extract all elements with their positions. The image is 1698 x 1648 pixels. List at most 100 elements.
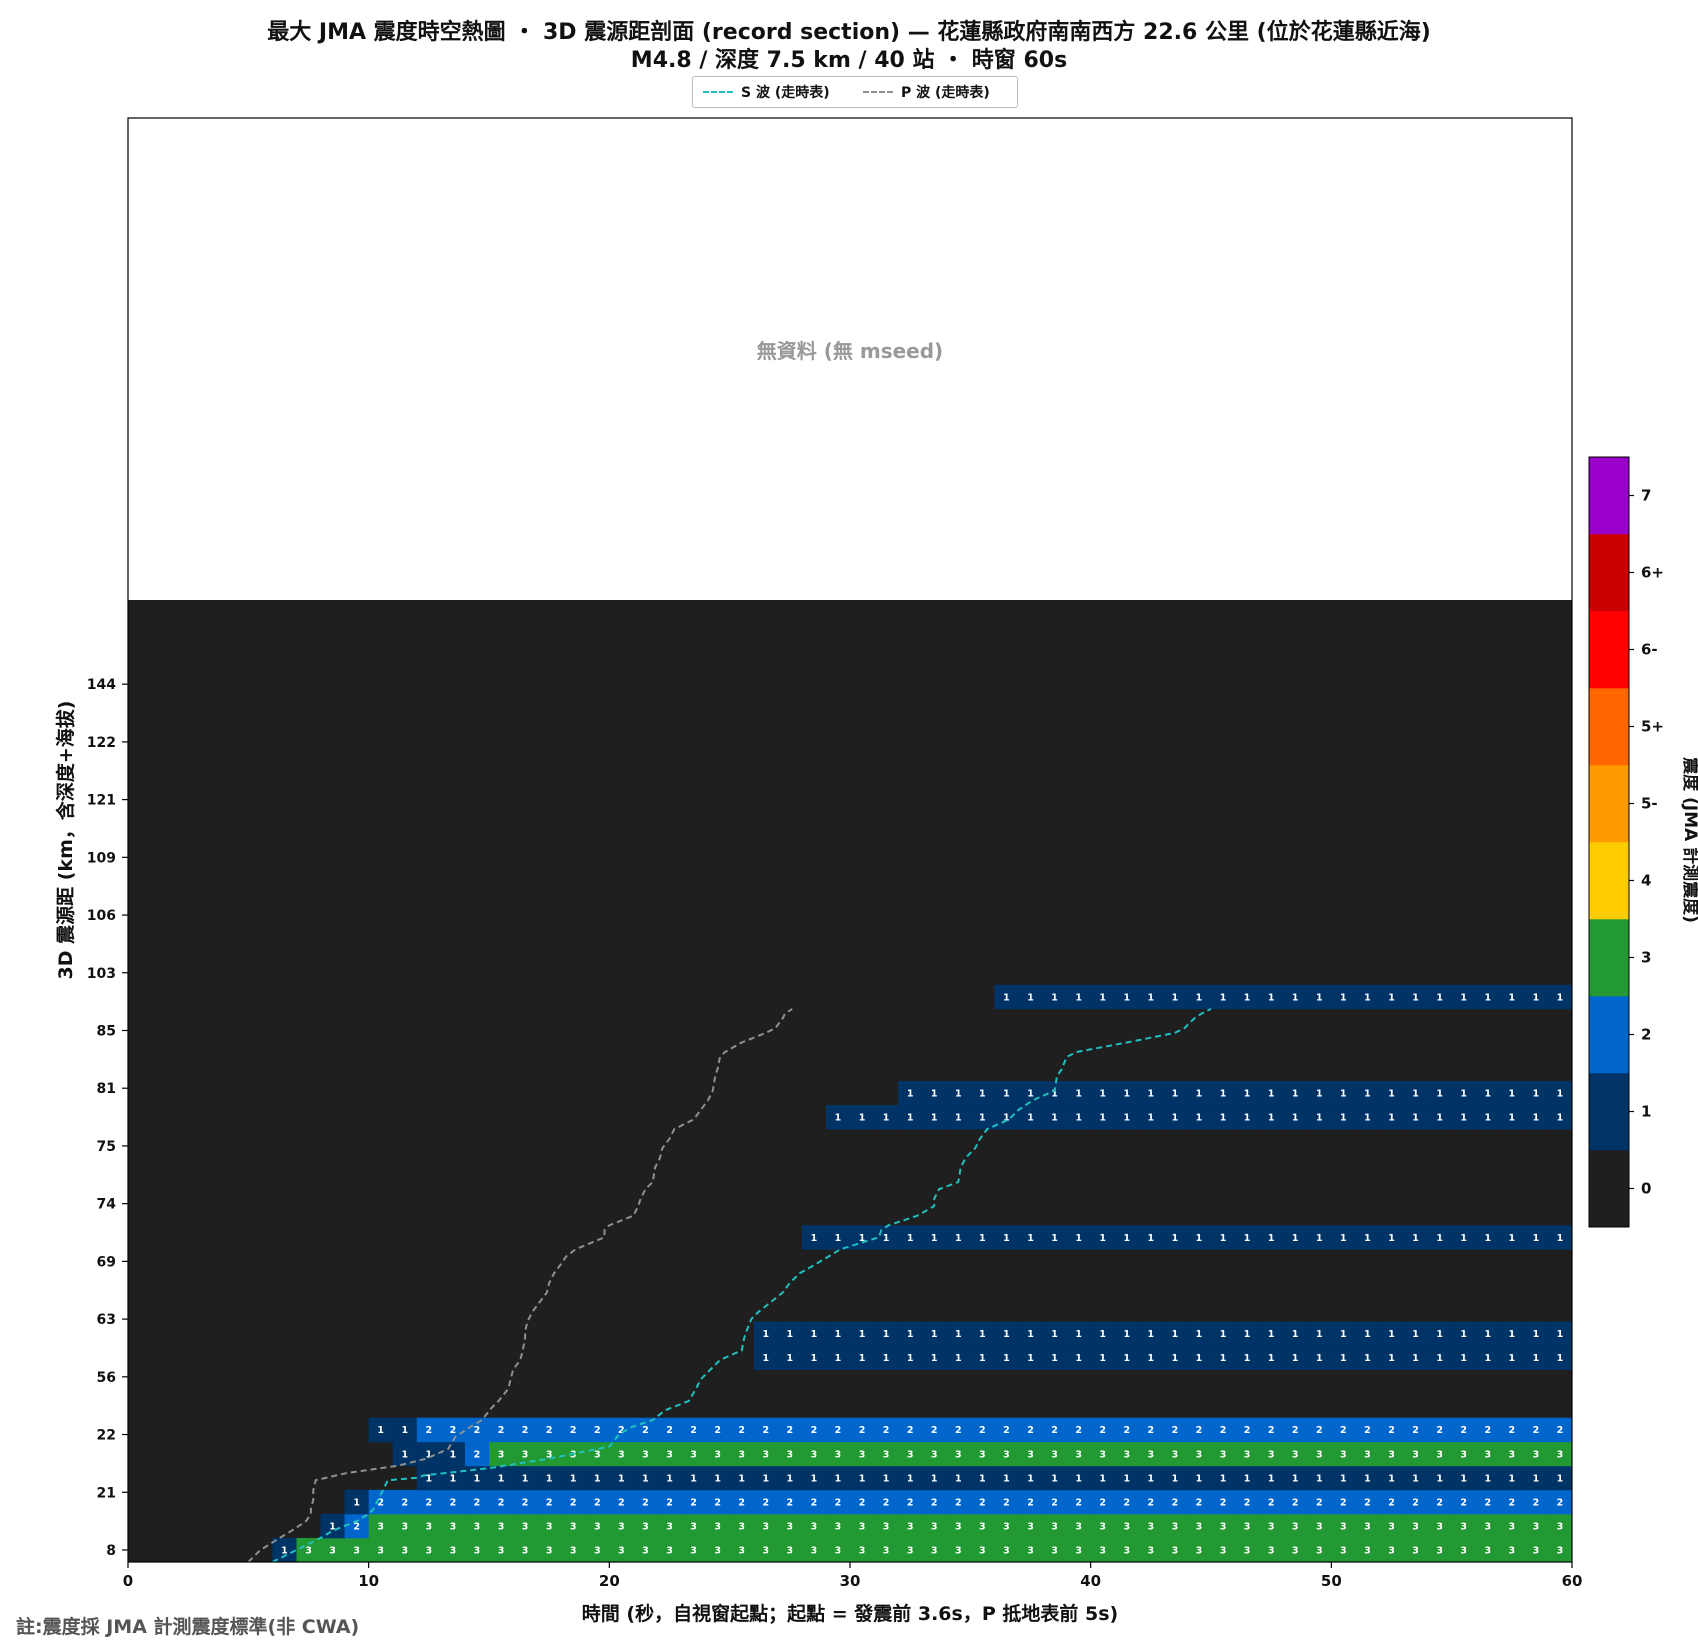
- heatmap-cell: [1523, 1081, 1549, 1106]
- cell-value-label: 1: [955, 1353, 962, 1364]
- cell-value-label: 1: [401, 1425, 408, 1436]
- heatmap-cell: [1018, 1321, 1043, 1346]
- heatmap-cell: [1090, 1081, 1116, 1106]
- colorbar-segment: [1589, 919, 1629, 997]
- cell-value-label: 3: [1148, 1545, 1155, 1556]
- cell-value-label: 1: [1533, 1113, 1540, 1124]
- heatmap-cell: [657, 1417, 682, 1443]
- heatmap-cell: [1523, 1417, 1549, 1443]
- heatmap-cell: [825, 1489, 851, 1515]
- cell-value-label: 1: [1220, 1233, 1227, 1244]
- cell-value-label: 1: [1244, 1473, 1251, 1484]
- cell-value-label: 1: [1220, 1353, 1227, 1364]
- heatmap-cell: [1523, 1489, 1549, 1515]
- cell-value-label: 1: [1436, 1353, 1443, 1364]
- heatmap-cell: [1114, 1417, 1140, 1443]
- cell-value-label: 2: [1292, 1497, 1299, 1508]
- cell-value-label: 2: [811, 1425, 818, 1436]
- cell-value-label: 1: [1148, 992, 1155, 1003]
- heatmap-cell: [1018, 1441, 1043, 1467]
- cell-value-label: 2: [955, 1425, 962, 1436]
- cell-value-label: 1: [835, 1473, 842, 1484]
- cell-value-label: 1: [907, 1233, 914, 1244]
- heatmap-cell: [946, 1441, 971, 1467]
- heatmap-cell: [1355, 1537, 1380, 1563]
- cell-value-label: 1: [401, 1449, 408, 1460]
- colorbar-tick-label: 1: [1641, 1103, 1651, 1121]
- cell-value-label: 3: [666, 1545, 673, 1556]
- heatmap-cell: [681, 1465, 706, 1491]
- heatmap-cell: [1066, 1537, 1092, 1563]
- heatmap-cell: [1499, 1345, 1525, 1370]
- y-tick-label: 56: [97, 1370, 116, 1386]
- heatmap-cell: [1186, 1321, 1212, 1346]
- heatmap-cell: [1259, 1417, 1284, 1443]
- heatmap-cell: [970, 1345, 995, 1370]
- cell-value-label: 1: [811, 1353, 818, 1364]
- cell-value-label: 1: [1436, 992, 1443, 1003]
- heatmap-cell: [1427, 984, 1453, 1010]
- cell-value-label: 1: [931, 1353, 938, 1364]
- heatmap-cell: [922, 1345, 947, 1370]
- cell-value-label: 2: [835, 1425, 842, 1436]
- cell-value-label: 1: [979, 1089, 986, 1100]
- heatmap-cell: [1018, 1345, 1043, 1370]
- heatmap-cell: [1042, 984, 1067, 1010]
- cell-value-label: 3: [1292, 1449, 1299, 1460]
- cell-value-label: 3: [594, 1545, 601, 1556]
- heatmap-cell: [850, 1417, 875, 1443]
- heatmap-cell: [1066, 1489, 1092, 1515]
- colorbar-segment: [1589, 611, 1629, 689]
- cell-value-label: 1: [955, 1473, 962, 1484]
- heatmap-cell: [1211, 1417, 1236, 1443]
- heatmap-cell: [561, 1537, 586, 1563]
- heatmap-cell: [1259, 1489, 1284, 1515]
- heatmap-cell: [1523, 1465, 1549, 1491]
- y-tick-label: 85: [97, 1023, 116, 1039]
- cell-value-label: 2: [1003, 1497, 1010, 1508]
- y-tick-label: 81: [97, 1081, 116, 1097]
- cell-value-label: 2: [907, 1497, 914, 1508]
- heatmap-cell: [1475, 1465, 1501, 1491]
- cell-value-label: 1: [1148, 1113, 1155, 1124]
- cell-value-label: 3: [305, 1545, 312, 1556]
- x-axis-label: 時間 (秒，自視窗起點；起點 = 發震前 3.6s，P 抵地表前 5s): [582, 1602, 1118, 1625]
- cell-value-label: 2: [1172, 1497, 1179, 1508]
- heatmap-cell: [561, 1417, 586, 1443]
- heatmap-cell: [1211, 1513, 1236, 1539]
- heatmap-cell: [801, 1513, 827, 1539]
- heatmap-cell: [1331, 1537, 1356, 1563]
- heatmap-cell: [1523, 1321, 1549, 1346]
- cell-value-label: 1: [1268, 1233, 1275, 1244]
- heatmap-cell: [633, 1489, 658, 1515]
- cell-value-label: 1: [1364, 1473, 1371, 1484]
- cell-value-label: 3: [762, 1521, 769, 1532]
- heatmap-cell: [489, 1489, 514, 1515]
- cell-value-label: 3: [522, 1521, 529, 1532]
- cell-value-label: 1: [1051, 1233, 1058, 1244]
- heatmap-cell: [922, 1537, 947, 1563]
- cell-value-label: 1: [1364, 1233, 1371, 1244]
- cell-value-label: 3: [1027, 1545, 1034, 1556]
- heatmap-cell: [753, 1465, 779, 1491]
- heatmap-cell: [1186, 1537, 1212, 1563]
- footnote: 註:震度採 JMA 計測震度標準(非 CWA): [16, 1616, 360, 1638]
- cell-value-label: 3: [1436, 1449, 1443, 1460]
- cell-value-label: 1: [1123, 1089, 1130, 1100]
- heatmap-cell: [464, 1465, 490, 1491]
- heatmap-cell: [609, 1489, 634, 1515]
- cell-value-label: 1: [859, 1329, 866, 1340]
- cell-value-label: 1: [1051, 1473, 1058, 1484]
- heatmap-cell: [1379, 1105, 1404, 1130]
- cell-value-label: 1: [570, 1473, 577, 1484]
- cell-value-label: 1: [1148, 1089, 1155, 1100]
- heatmap-cell: [850, 1465, 875, 1491]
- heatmap-cell: [1355, 1441, 1380, 1467]
- heatmap-cell: [1066, 1417, 1092, 1443]
- cell-value-label: 3: [1533, 1449, 1540, 1460]
- heatmap-cell: [1451, 1513, 1477, 1539]
- cell-value-label: 2: [1268, 1425, 1275, 1436]
- cell-value-label: 1: [1412, 992, 1419, 1003]
- cell-value-label: 1: [1075, 1113, 1082, 1124]
